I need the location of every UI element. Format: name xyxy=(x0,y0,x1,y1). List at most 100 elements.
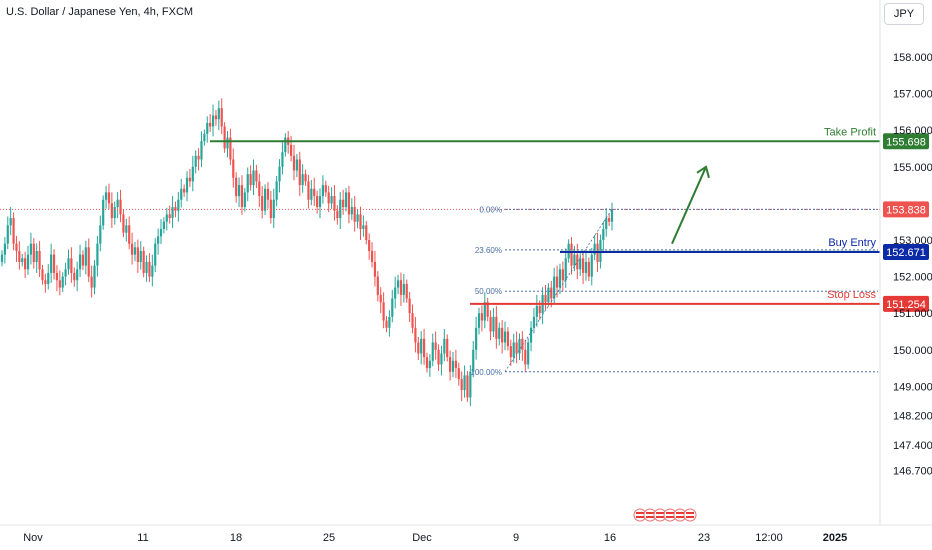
candle-body xyxy=(425,357,429,369)
time-tick-label: 23 xyxy=(698,532,710,544)
candle-body xyxy=(590,254,593,277)
flag-icon-stripe xyxy=(666,512,674,514)
level-price-tag xyxy=(883,244,929,261)
candle-body xyxy=(73,272,76,281)
candle-body xyxy=(243,192,246,208)
candle-body xyxy=(301,174,304,186)
candle-body xyxy=(67,258,70,270)
candle-body xyxy=(223,126,226,149)
time-tick-label: 18 xyxy=(230,532,242,544)
candle-body xyxy=(414,327,417,343)
fib-trend-line xyxy=(504,209,613,372)
candle-body xyxy=(477,313,481,328)
candle-body xyxy=(524,349,527,365)
time-tick-label: Nov xyxy=(23,532,43,544)
candle-body xyxy=(78,254,82,270)
candle-body xyxy=(498,327,501,339)
candle-body xyxy=(145,261,148,273)
candle-body xyxy=(84,247,87,266)
currency-button[interactable]: JPY xyxy=(884,3,924,25)
time-tick-label: 2025 xyxy=(823,532,847,544)
candle-body xyxy=(266,188,270,200)
candle-body xyxy=(339,199,342,219)
us-flag-event-icon xyxy=(683,508,697,522)
candle-body xyxy=(440,353,443,365)
candle-body xyxy=(532,316,536,328)
candle-body xyxy=(350,207,353,215)
candle-body xyxy=(116,199,119,208)
candle-body xyxy=(373,261,377,277)
candle-body xyxy=(347,192,351,215)
candle-body xyxy=(408,298,411,314)
candle-body xyxy=(275,181,278,200)
candle-body xyxy=(142,250,145,273)
candle-body xyxy=(90,276,93,288)
candle-body xyxy=(506,331,510,347)
flag-icon-stripe xyxy=(686,512,694,514)
candle-body xyxy=(402,283,405,295)
candle-body xyxy=(316,196,319,208)
candle-body xyxy=(99,225,102,244)
candle-body xyxy=(35,250,38,262)
candle-body xyxy=(593,243,596,255)
candle-body xyxy=(460,379,463,391)
candle-body xyxy=(313,188,316,197)
candle-body xyxy=(139,250,142,262)
fib-level-label: 50.00% xyxy=(475,287,502,296)
candle-body xyxy=(154,243,157,266)
candle-body xyxy=(246,174,249,193)
fib-level-label: 100.00% xyxy=(470,368,502,377)
candle-body xyxy=(544,294,547,303)
candle-body xyxy=(281,152,284,167)
candle-body xyxy=(466,375,469,398)
candle-body xyxy=(581,258,585,273)
candle-body xyxy=(310,188,313,200)
candle-body xyxy=(538,305,541,314)
flag-icon-stripe xyxy=(646,512,654,514)
candle-body xyxy=(610,209,614,222)
candle-body xyxy=(394,287,397,299)
candle-body xyxy=(76,269,79,281)
candle-body xyxy=(365,225,368,240)
candle-body xyxy=(50,254,53,273)
candle-body xyxy=(324,185,327,193)
candle-body xyxy=(431,342,434,361)
candle-body xyxy=(475,327,478,350)
candle-body xyxy=(206,122,209,134)
candle-body xyxy=(330,196,333,204)
candle-body xyxy=(451,360,455,372)
time-tick-label: 25 xyxy=(323,532,335,544)
candle-body xyxy=(304,174,307,182)
candle-body xyxy=(434,342,437,350)
price-tick-label: 152.000 xyxy=(893,272,932,284)
price-tick-label: 153.000 xyxy=(893,235,932,247)
time-tick-label: 11 xyxy=(137,532,148,544)
candle-body xyxy=(370,250,374,262)
candle-body xyxy=(107,192,111,204)
candle-body xyxy=(165,214,168,222)
level-price-tag-text: 152.671 xyxy=(886,247,926,259)
flag-icon-stripe xyxy=(656,516,664,518)
candle-body xyxy=(211,115,215,127)
fib-level-label: 23.60% xyxy=(475,246,502,255)
candle-body xyxy=(229,137,232,160)
candle-body xyxy=(388,316,391,328)
candle-body xyxy=(382,302,385,321)
chart-title: U.S. Dollar / Japanese Yen, 4h, FXCM xyxy=(6,6,194,18)
price-tick-label: 147.400 xyxy=(893,440,932,452)
candle-body xyxy=(558,269,562,288)
candle-body xyxy=(547,287,550,303)
candle-body xyxy=(119,199,122,215)
candle-body xyxy=(185,177,189,193)
candle-body xyxy=(81,254,85,266)
candle-body xyxy=(518,338,521,354)
candle-body xyxy=(411,313,414,328)
candle-body xyxy=(136,247,139,262)
candle-body xyxy=(368,240,371,251)
candle-body xyxy=(125,225,128,233)
candle-body xyxy=(292,155,296,171)
candle-body xyxy=(122,214,125,233)
candle-body xyxy=(26,254,30,270)
level-name-label: Buy Entry xyxy=(828,237,876,249)
